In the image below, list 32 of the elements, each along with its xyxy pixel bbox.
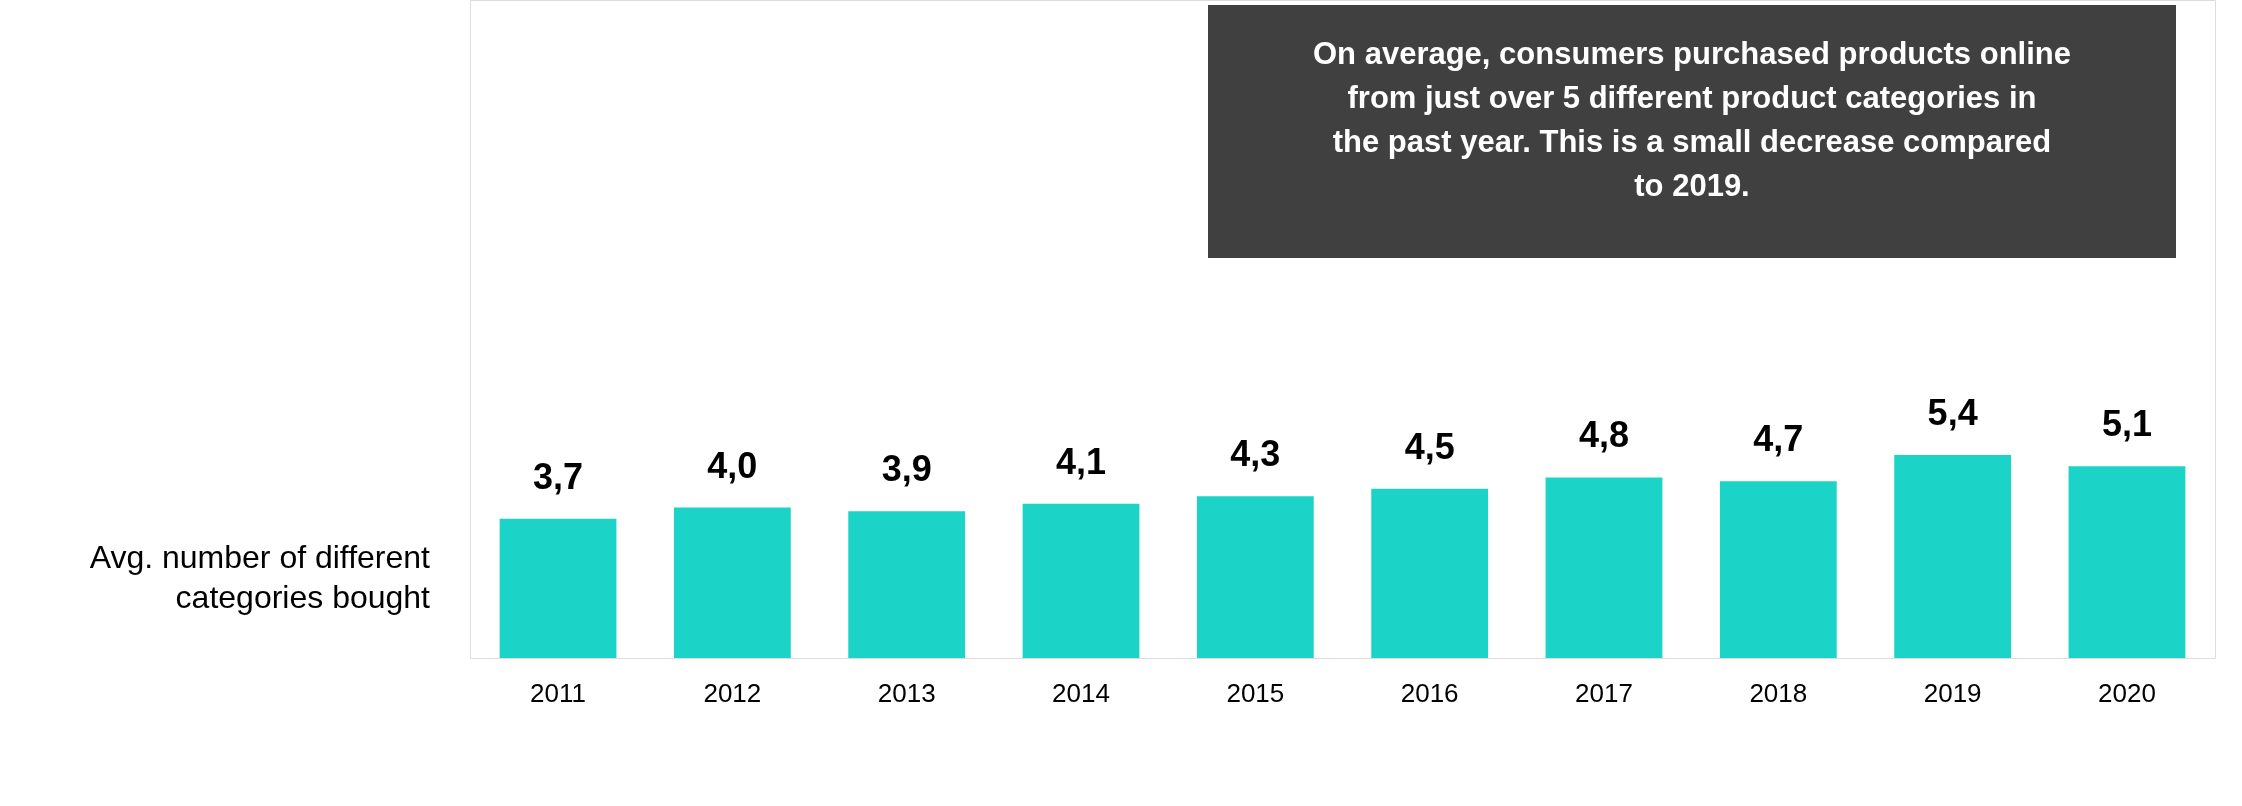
data-label: 4,7 (1753, 418, 1804, 460)
bar (1719, 481, 1837, 658)
x-tick-label: 2017 (1575, 677, 1633, 708)
x-tick-label: 2020 (2098, 677, 2156, 708)
x-tick-label: 2014 (1052, 677, 1110, 708)
bar (848, 511, 966, 658)
data-label: 4,8 (1578, 414, 1630, 456)
bar (1196, 496, 1314, 658)
data-label: 4,5 (1404, 425, 1455, 467)
data-label: 5,4 (1927, 391, 1978, 433)
x-tick-label: 2012 (703, 677, 762, 708)
data-label: 3,7 (533, 455, 584, 497)
bar (1371, 488, 1489, 658)
x-tick-label: 2013 (877, 677, 936, 708)
x-tick-label: 2011 (530, 677, 586, 708)
data-label: 3,9 (881, 448, 932, 490)
data-label: 4,0 (707, 444, 758, 486)
data-label: 4,3 (1230, 433, 1281, 475)
bar (1545, 477, 1663, 658)
x-tick-label: 2018 (1749, 677, 1808, 708)
text: On average, consumers purchased products online from just over 5 different product categories in the past year. This is a small decrease compared to 2019. (1313, 36, 2071, 203)
bar (1894, 454, 2012, 658)
data-label: 4,1 (1055, 440, 1107, 482)
bar (499, 518, 617, 658)
x-tick-label: 2016 (1400, 677, 1459, 708)
x-tick-label: 2019 (1923, 677, 1982, 708)
bar (673, 507, 791, 658)
y-axis-title: Avg. number of different categories bought (89, 539, 431, 615)
x-tick-label: 2015 (1226, 677, 1285, 708)
bar (2068, 466, 2186, 658)
data-label: 5,1 (2101, 403, 2152, 445)
bar (1022, 503, 1140, 658)
